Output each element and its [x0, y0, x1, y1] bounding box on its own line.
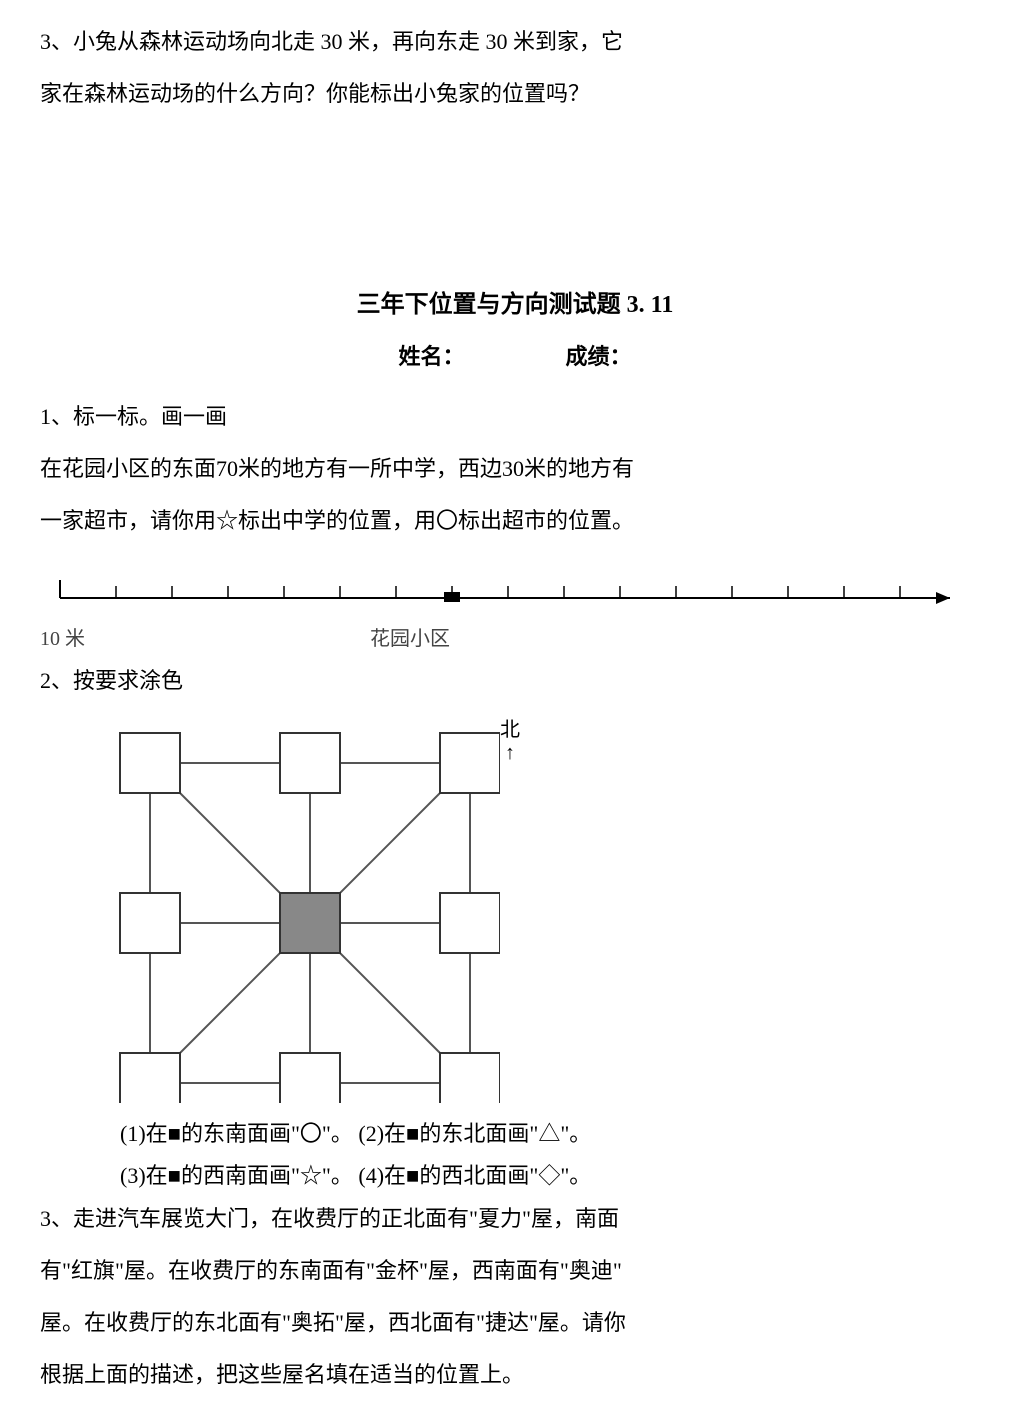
q3-bottom-line4: 根据上面的描述，把这些屋名填在适当的位置上。 [40, 1353, 990, 1397]
north-indicator: 北 ↑ [500, 713, 520, 765]
north-text: 北 [500, 713, 520, 742]
arrow-up-icon: ↑ [500, 742, 520, 765]
q3-top-line2: 家在森林运动场的什么方向？你能标出小兔家的位置吗？ [40, 72, 990, 116]
test-title: 三年下位置与方向测试题 3. 11 [40, 284, 990, 319]
q2-diagram: 北 ↑ [100, 713, 600, 1103]
q3-top-line1: 3、小兔从森林运动场向北走 30 米，再向东走 30 米到家，它 [40, 20, 990, 64]
nl-label-garden: 花园小区 [370, 622, 450, 651]
q1-line1: 在花园小区的东面70米的地方有一所中学，西边30米的地方有 [40, 447, 990, 491]
name-score-row: 姓名： 成绩： [40, 339, 990, 371]
blank-space [40, 124, 990, 284]
q2-heading: 2、按要求涂色 [40, 659, 990, 703]
q1-line2: 一家超市，请你用☆标出中学的位置，用〇标出超市的位置。 [40, 499, 990, 543]
q3-bottom-line3: 屋。在收费厅的东北面有"奥拓"屋，西北面有"捷达"屋。请你 [40, 1301, 990, 1345]
score-label: 成绩： [566, 339, 632, 371]
number-line: 10 米 花园小区 [40, 563, 990, 651]
q1-heading: 1、标一标。画一画 [40, 395, 990, 439]
q3-bottom-line1: 3、走进汽车展览大门，在收费厅的正北面有"夏力"屋，南面 [40, 1197, 990, 1241]
q3-bottom-line2: 有"红旗"屋。在收费厅的东南面有"金杯"屋，西南面有"奥迪" [40, 1249, 990, 1293]
q2-item-3-4: (3)在■的西南面画"☆"。 (4)在■的西北面画"◇"。 [120, 1155, 990, 1197]
name-label: 姓名： [398, 339, 464, 371]
q2-item-1-2: (1)在■的东南面画"〇"。 (2)在■的东北面画"△"。 [120, 1113, 990, 1155]
nl-label-10m: 10 米 [40, 622, 85, 651]
